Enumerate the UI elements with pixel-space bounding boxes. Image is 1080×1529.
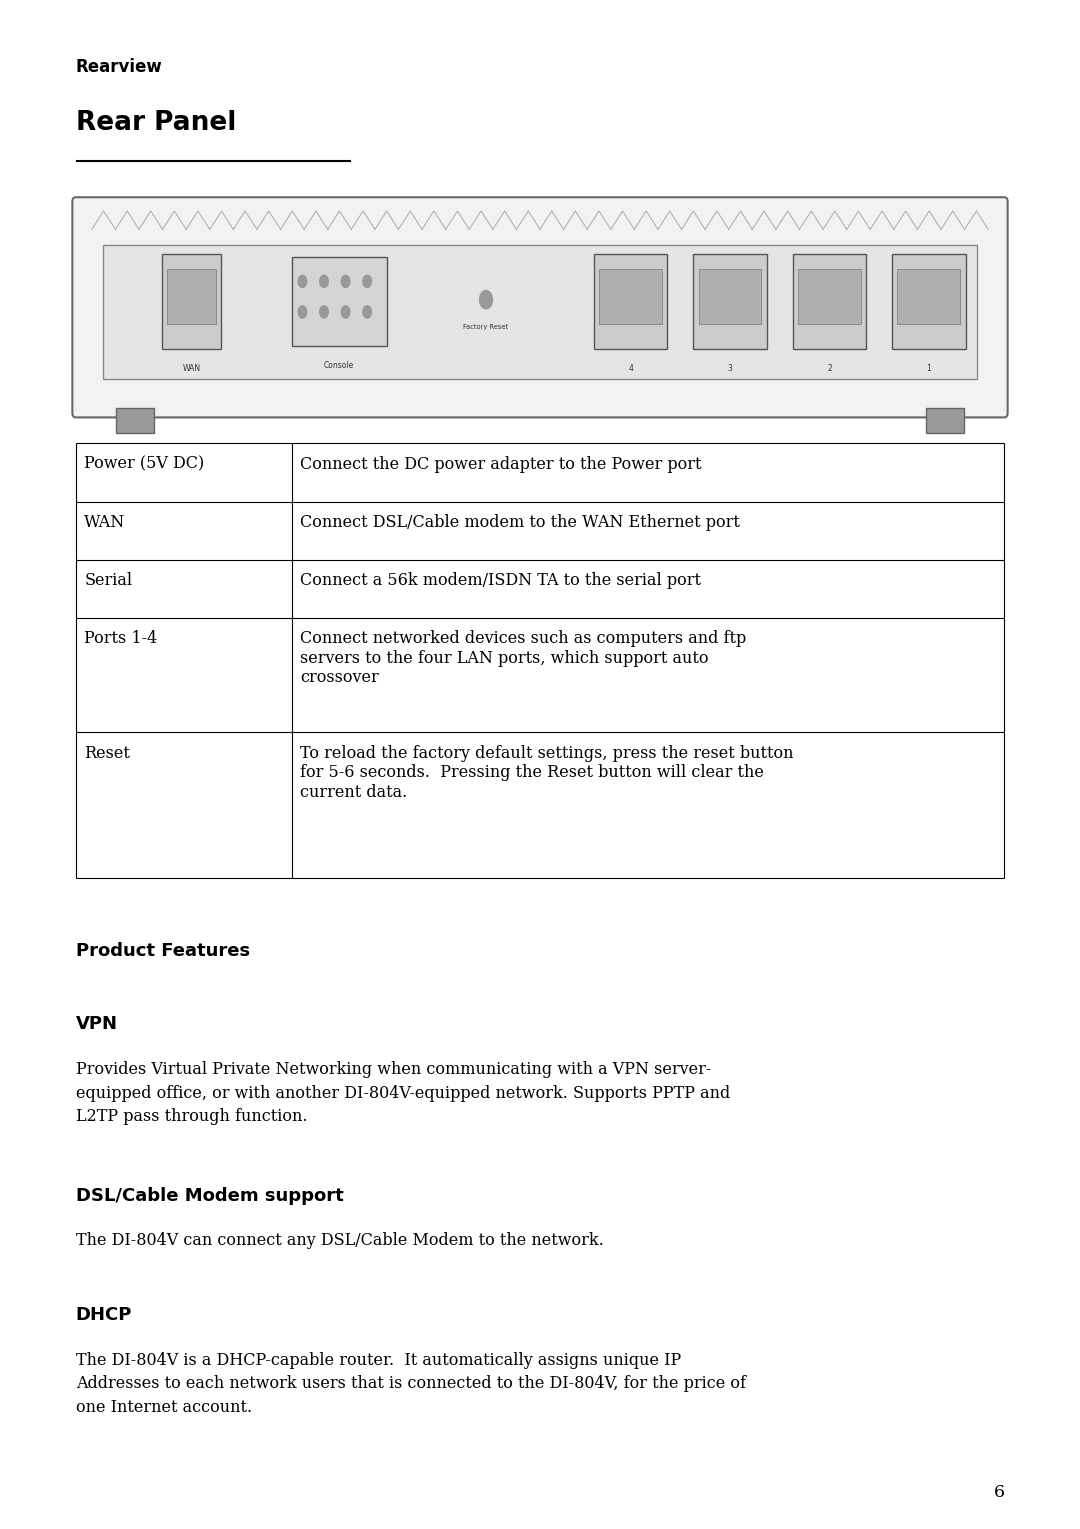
Circle shape (298, 275, 307, 287)
Text: 2: 2 (827, 364, 832, 373)
Bar (76, 443, 1004, 502)
Circle shape (320, 306, 328, 318)
Text: Factory Reset: Factory Reset (463, 324, 509, 330)
Text: Connect networked devices such as computers and ftp
servers to the four LAN port: Connect networked devices such as comput… (300, 630, 746, 687)
Text: Provides Virtual Private Networking when communicating with a VPN server-
equipp: Provides Virtual Private Networking when… (76, 1061, 730, 1125)
Circle shape (480, 291, 492, 309)
Text: WAN: WAN (183, 364, 201, 373)
Text: Power (5V DC): Power (5V DC) (84, 456, 204, 472)
Bar (116, 408, 154, 433)
Bar (594, 254, 667, 349)
Text: Connect a 56k modem/ISDN TA to the serial port: Connect a 56k modem/ISDN TA to the seria… (300, 572, 701, 589)
Bar (76, 560, 1004, 618)
Text: Connect the DC power adapter to the Power port: Connect the DC power adapter to the Powe… (300, 456, 702, 472)
Text: 4: 4 (629, 364, 633, 373)
Bar (926, 408, 964, 433)
Text: The DI-804V is a DHCP-capable router.  It automatically assigns unique IP
Addres: The DI-804V is a DHCP-capable router. It… (76, 1352, 745, 1416)
Text: To reload the factory default settings, press the reset button
for 5-6 seconds. : To reload the factory default settings, … (300, 745, 794, 801)
Text: Reset: Reset (84, 745, 130, 761)
Bar (693, 254, 767, 349)
Text: Serial: Serial (84, 572, 133, 589)
Bar (76, 502, 1004, 560)
Bar (292, 257, 387, 346)
Bar (699, 269, 761, 324)
Text: Ports 1-4: Ports 1-4 (84, 630, 158, 647)
Text: Rearview: Rearview (76, 58, 162, 76)
Text: DHCP: DHCP (76, 1306, 132, 1324)
Text: 3: 3 (728, 364, 732, 373)
Text: VPN: VPN (76, 1015, 118, 1034)
Bar (76, 618, 1004, 732)
Bar (599, 269, 662, 324)
Text: The DI-804V can connect any DSL/Cable Modem to the network.: The DI-804V can connect any DSL/Cable Mo… (76, 1232, 604, 1249)
Bar (167, 269, 216, 324)
Circle shape (363, 275, 372, 287)
Text: Rear Panel: Rear Panel (76, 110, 235, 136)
Bar (103, 245, 977, 379)
FancyBboxPatch shape (72, 197, 1008, 417)
Bar (76, 732, 1004, 878)
Text: Connect DSL/Cable modem to the WAN Ethernet port: Connect DSL/Cable modem to the WAN Ether… (300, 514, 740, 531)
Circle shape (320, 275, 328, 287)
Bar (798, 269, 861, 324)
Bar (897, 269, 960, 324)
Text: Product Features: Product Features (76, 942, 249, 960)
Text: Console: Console (324, 361, 354, 370)
Bar (793, 254, 866, 349)
Bar (892, 254, 966, 349)
Circle shape (298, 306, 307, 318)
Circle shape (341, 275, 350, 287)
Text: WAN: WAN (84, 514, 125, 531)
Bar (162, 254, 221, 349)
Circle shape (341, 306, 350, 318)
Text: DSL/Cable Modem support: DSL/Cable Modem support (76, 1187, 343, 1205)
Circle shape (363, 306, 372, 318)
Text: 6: 6 (994, 1485, 1004, 1501)
Text: 1: 1 (927, 364, 931, 373)
